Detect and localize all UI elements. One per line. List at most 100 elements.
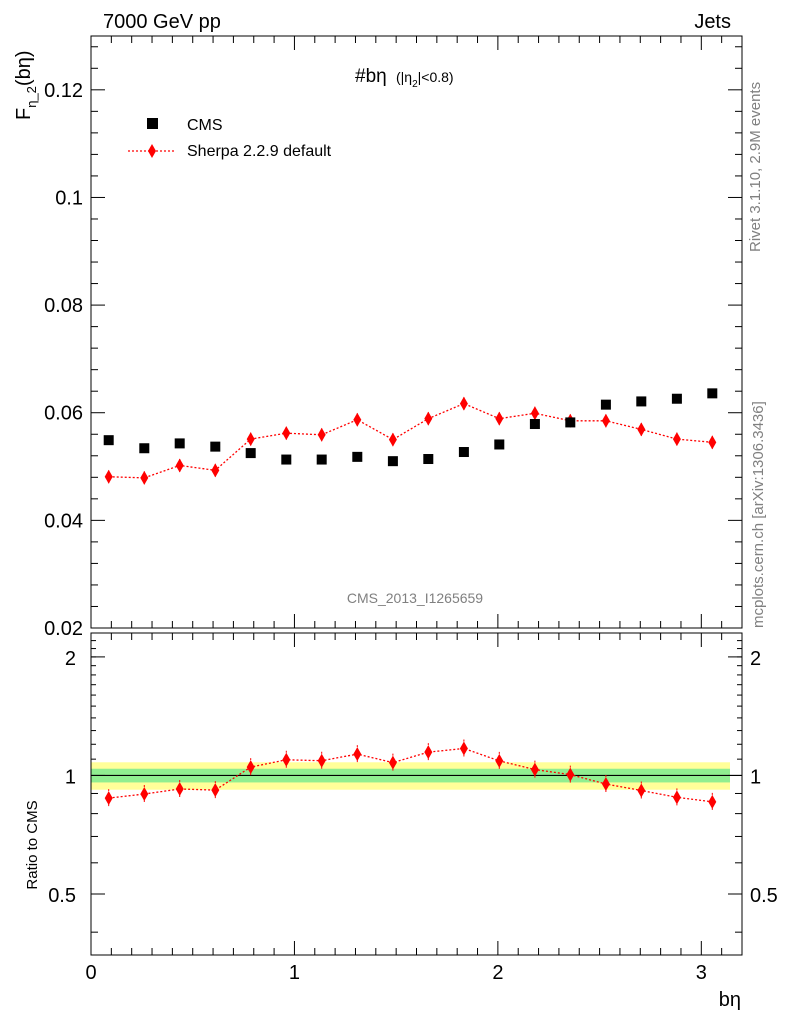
sherpa-line	[108, 402, 713, 479]
ratio-sherpa-point	[672, 790, 681, 805]
cms-point	[565, 417, 576, 428]
ratio-y-tick-label-right: 2	[750, 648, 761, 670]
main-y-tick-label: 0.06	[44, 403, 83, 425]
cms-point	[423, 454, 434, 465]
ratio-y-tick-labels: 0.5 0.5 1 1 2 2	[48, 648, 778, 907]
cms-point	[281, 454, 292, 465]
ratio-sherpa-line	[108, 747, 713, 803]
sherpa-point	[459, 396, 468, 411]
ratio-sherpa-point	[566, 767, 575, 782]
cms-point	[352, 451, 363, 462]
cms-point	[174, 438, 185, 449]
cms-point	[139, 443, 150, 454]
legend: CMS Sherpa 2.2.9 default	[128, 117, 332, 160]
ylabel-tail: (bη)	[13, 51, 35, 87]
sherpa-point	[388, 432, 397, 447]
ratio-sherpa-point	[601, 777, 610, 792]
main-y-tick-label: 0.04	[44, 510, 83, 532]
sherpa-point	[637, 422, 646, 437]
ratio-panel-frame	[90, 632, 743, 956]
cms-point	[636, 396, 647, 407]
sherpa-point	[317, 427, 326, 442]
ylabel-main: F	[13, 108, 35, 120]
ratio-sherpa-point	[282, 752, 291, 767]
sherpa-point	[530, 406, 539, 421]
main-y-tick-label: 0.12	[44, 80, 83, 102]
mcplots-label: mcplots.cern.ch [arXiv:1306.3436]	[750, 401, 767, 628]
cms-point	[316, 454, 327, 465]
ratio-y-tick-label: 2	[65, 648, 76, 670]
ratio-y-tick-label: 1	[65, 766, 76, 788]
main-y-tick-label: 0.08	[44, 295, 83, 317]
sherpa-point	[708, 435, 717, 450]
ratio-sherpa-point	[104, 791, 113, 806]
sherpa-point	[495, 411, 504, 426]
ratio-sherpa-point	[317, 753, 326, 768]
ratio-sherpa-point	[140, 787, 149, 802]
ratio-sherpa-point	[424, 745, 433, 760]
ratio-y-axis-label: Ratio to CMS	[24, 800, 41, 889]
sherpa-point	[424, 411, 433, 426]
ratio-y-tick-label: 0.5	[48, 885, 76, 907]
main-y-tick-labels: 0.02 0.04 0.06 0.08 0.1 0.12	[44, 80, 83, 640]
main-axis-ticks	[90, 36, 743, 629]
plot-title: #bη (|η2|<0.8)	[355, 66, 454, 90]
ratio-axis-ticks	[90, 633, 743, 955]
sherpa-point	[211, 463, 220, 478]
legend-cms-marker	[147, 118, 158, 129]
sherpa-point	[104, 469, 113, 484]
header-left-label: 7000 GeV pp	[103, 11, 221, 33]
ratio-sherpa-point	[211, 783, 220, 798]
sherpa-point	[175, 458, 184, 473]
ylabel-sub: η_2	[24, 86, 39, 108]
header-right-label: Jets	[694, 11, 731, 33]
ratio-y-tick-label-right: 1	[750, 766, 761, 788]
cms-point	[671, 393, 682, 404]
sherpa-point	[353, 412, 362, 427]
cms-point	[458, 447, 469, 458]
ratio-y-tick-label-right: 0.5	[750, 885, 778, 907]
legend-sherpa-label: Sherpa 2.2.9 default	[187, 143, 332, 160]
main-y-axis-label: Fη_2(bη)	[13, 51, 39, 121]
x-axis-label: bη	[719, 989, 741, 1011]
sherpa-point	[246, 432, 255, 447]
x-tick-label: 3	[696, 962, 707, 984]
ratio-sherpa-point	[708, 794, 717, 809]
cms-point	[494, 439, 505, 450]
plot-title-tail: |<0.8)	[418, 69, 454, 85]
x-tick-labels: 0 1 2 3	[85, 962, 706, 984]
cms-point	[529, 419, 540, 430]
plot-title-main: #bη	[355, 66, 387, 87]
ratio-sherpa-point	[530, 762, 539, 777]
sherpa-point	[672, 432, 681, 447]
legend-cms-label: CMS	[187, 117, 223, 134]
legend-sherpa-marker	[148, 144, 156, 158]
x-tick-label: 2	[492, 962, 503, 984]
main-y-tick-label: 0.02	[44, 618, 83, 640]
ratio-sherpa-point	[388, 755, 397, 770]
ratio-sherpa-point	[246, 760, 255, 775]
plot-title-sub: 2	[412, 79, 418, 90]
cms-point	[210, 441, 221, 452]
main-data-layer	[103, 388, 718, 485]
x-tick-label: 1	[289, 962, 300, 984]
ratio-sherpa-point	[637, 783, 646, 798]
plot-title-suffix: (|η	[396, 69, 412, 85]
cms-point	[387, 456, 398, 467]
cms-point	[707, 388, 718, 399]
rivet-label: Rivet 3.1.10, 2.9M events	[747, 82, 764, 252]
ratio-data-layer	[91, 739, 742, 811]
ratio-sherpa-point	[175, 781, 184, 796]
ratio-sherpa-point	[459, 741, 468, 756]
sherpa-point	[282, 426, 291, 441]
ratio-sherpa-point	[495, 753, 504, 768]
analysis-watermark: CMS_2013_I1265659	[347, 590, 483, 606]
x-tick-label: 0	[85, 962, 96, 984]
cms-point	[600, 399, 611, 410]
ratio-sherpa-point	[353, 747, 362, 762]
main-y-axis-label-text: Fη_2(bη)	[13, 51, 39, 121]
main-y-tick-label: 0.1	[55, 187, 83, 209]
cms-point	[245, 448, 256, 459]
cms-point	[103, 435, 114, 446]
